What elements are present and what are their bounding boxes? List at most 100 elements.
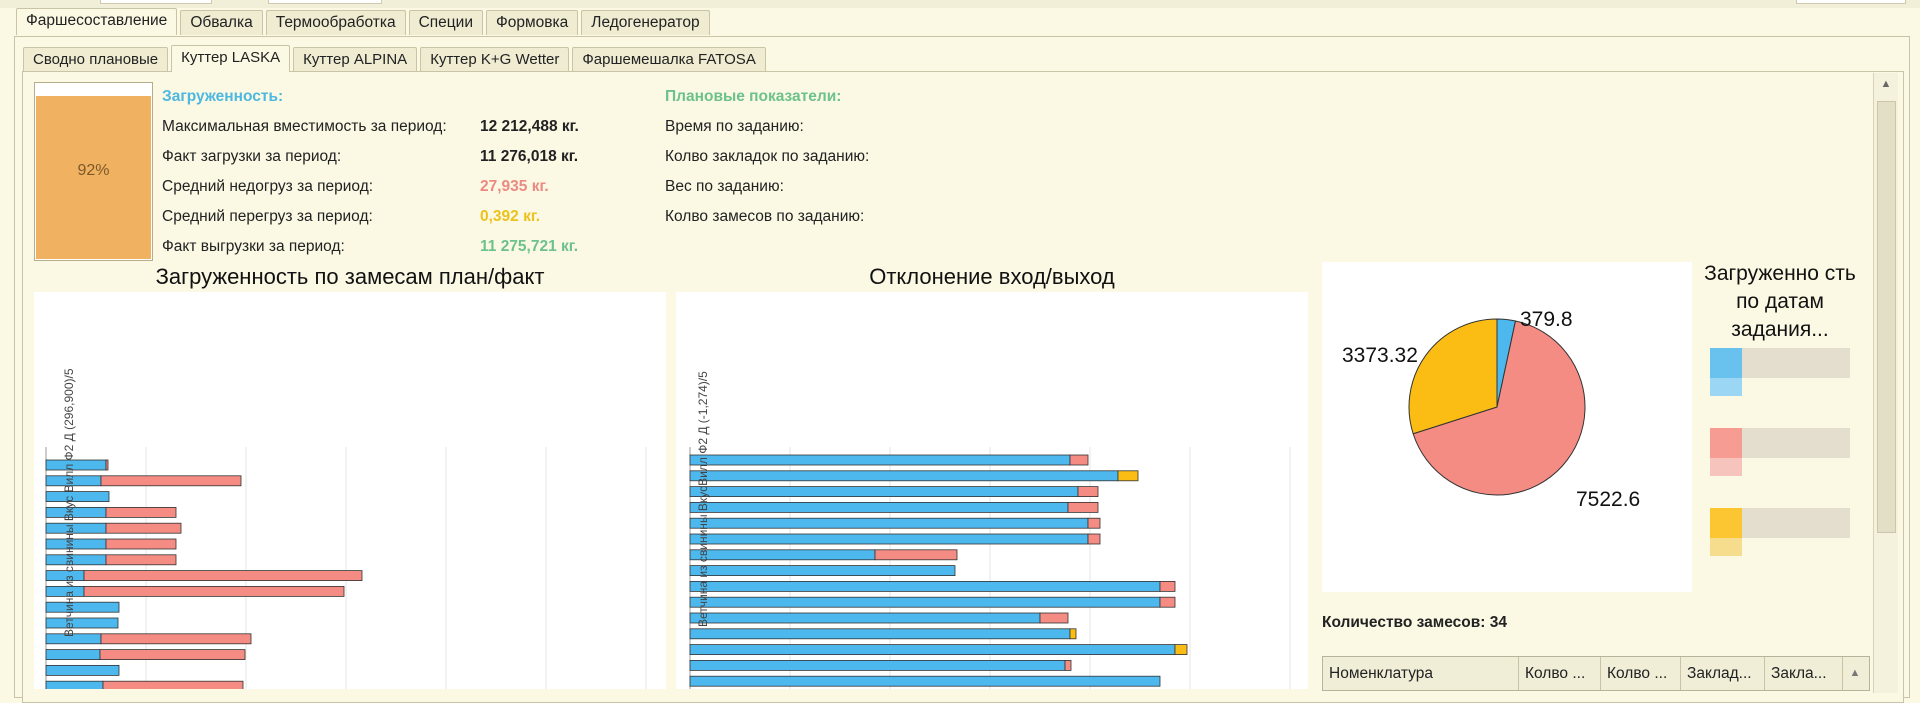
avg-underload-value: 27,935 кг. — [480, 178, 549, 195]
load-gauge-fill — [36, 96, 151, 259]
bar-2-row-4 — [105, 506, 177, 518]
fact-unload-value: 11 275,721 кг. — [480, 238, 578, 255]
main-tabs: Фаршесоставление Обвалка Термообработка … — [16, 8, 710, 35]
bar-2-row-5 — [1087, 517, 1101, 529]
pie-label-blue: 379.8 — [1520, 308, 1573, 331]
plan-heading: Плановые показатели: — [665, 88, 842, 105]
bar-1-row-5 — [45, 522, 107, 534]
bar-2-row-1 — [105, 459, 109, 471]
max-capacity-label: Максимальная вместимость за период: — [162, 118, 447, 135]
bar-1-row-6 — [689, 533, 1089, 545]
toolbar-field[interactable] — [268, 0, 382, 4]
bar-1-row-15 — [45, 680, 104, 692]
bar-1-row-6 — [45, 538, 107, 550]
avg-overload-label: Средний перегруз за период: — [162, 208, 373, 225]
bar-2-row-12 — [100, 633, 252, 645]
top-toolbar-strip — [0, 0, 1920, 8]
bar-1-row-4 — [689, 501, 1069, 513]
tab-kutter-alpina[interactable]: Куттер ALPINA — [293, 47, 418, 71]
tab-farshesostavlenie[interactable]: Фаршесоставление — [16, 8, 178, 35]
bar-2-row-15 — [102, 680, 244, 692]
plan-tabs-count-label: Колво закладок по заданию: — [665, 148, 870, 165]
bar-2-row-5 — [105, 522, 182, 534]
chart1-ylabel: Ветчина из свинины Вкус Вилл Ф2 Д (296,9… — [62, 368, 76, 638]
bar-1-row-10 — [45, 601, 120, 613]
bar-2-row-6 — [1087, 533, 1101, 545]
blurred-legend-yellow — [1710, 508, 1850, 558]
tab-farshemeshalka-fatosa[interactable]: Фаршемешалка FATOSA — [572, 47, 766, 71]
bar-1-row-11 — [45, 617, 119, 629]
pie-svg — [1408, 318, 1586, 496]
bar-1-row-1 — [45, 459, 107, 471]
tab-obvalka[interactable]: Обвалка — [180, 10, 263, 35]
bar-3-row-2 — [1117, 470, 1139, 482]
sub-tabs: Сводно плановые Куттер LASKA Куттер ALPI… — [23, 45, 766, 72]
scroll-up-icon[interactable]: ▲ — [1880, 78, 1892, 90]
bar-1-row-5 — [689, 517, 1089, 529]
bar-1-row-14 — [45, 664, 120, 676]
table-scroll-up-icon[interactable]: ▲ — [1849, 667, 1861, 679]
nomenclature-table-header: Номенклатура Колво ... Колво ... Заклад.… — [1322, 656, 1870, 691]
col-kolvo-2[interactable]: Колво ... — [1601, 657, 1681, 690]
chart2-title: Отклонение вход/выход — [869, 264, 1115, 289]
bar-2-row-2 — [100, 475, 242, 487]
bar-2-row-3 — [1077, 486, 1099, 498]
tab-kutter-kg-wetter[interactable]: Куттер K+G Wetter — [420, 47, 570, 71]
tab-svodno-planovye[interactable]: Сводно плановые — [23, 47, 169, 71]
col-kolvo-1[interactable]: Колво ... — [1519, 657, 1601, 690]
bar-1-row-13 — [45, 649, 101, 661]
plan-time-label: Время по заданию: — [665, 118, 804, 135]
bar-1-row-15 — [689, 675, 1161, 687]
bar-2-row-10 — [1159, 596, 1176, 608]
avg-overload-value: 0,392 кг. — [480, 208, 541, 225]
bar-1-row-9 — [689, 580, 1161, 592]
dates-chart-title: Загруженно сть по датам задания... — [1704, 262, 1856, 341]
load-gauge: 92% — [34, 82, 153, 261]
scroll-thumb[interactable] — [1877, 101, 1896, 533]
col-zaklad-1[interactable]: Заклад... — [1681, 657, 1765, 690]
bar-2-row-8 — [83, 570, 363, 582]
plan-weight-label: Вес по заданию: — [665, 178, 784, 195]
chart1-area: Ветчина из свинины Вкус Вилл Ф2 Д (296,9… — [34, 292, 666, 692]
bar-2-row-13 — [99, 649, 246, 661]
col-nomenklatura[interactable]: Номенклатура — [1323, 657, 1519, 690]
load-gauge-label: 92% — [77, 162, 110, 179]
bar-1-row-13 — [689, 644, 1176, 656]
tab-termoobrabotka[interactable]: Термообработка — [265, 10, 406, 35]
tab-kutter-laska[interactable]: Куттер LASKA — [171, 45, 291, 72]
pie-label-red: 7522.6 — [1576, 488, 1641, 511]
tab-ledogenerator[interactable]: Ледогенератор — [581, 10, 710, 35]
bar-1-row-3 — [689, 486, 1079, 498]
bar-3-row-13 — [1174, 644, 1188, 656]
tab-specii[interactable]: Специи — [408, 10, 483, 35]
fact-unload-label: Факт выгрузки за период: — [162, 238, 345, 255]
max-capacity-value: 12 212,488 кг. — [480, 118, 579, 135]
pie-chart-area: 379.8 7522.6 3373.32 — [1322, 262, 1692, 592]
load-heading: Загруженность: — [162, 88, 284, 105]
bar-2-row-9 — [83, 585, 345, 597]
tab-formovka[interactable]: Формовка — [485, 10, 579, 35]
bar-2-row-1 — [1069, 454, 1089, 466]
bar-1-row-12 — [689, 628, 1071, 640]
chart2-svg — [689, 447, 1291, 689]
blurred-legend-blue — [1710, 348, 1850, 398]
col-zaklad-2[interactable]: Закла... — [1765, 657, 1843, 690]
chart1-svg — [45, 447, 647, 692]
bar-1-row-4 — [45, 506, 107, 518]
bar-1-row-14 — [689, 659, 1066, 671]
chart2-area: Ветчина из свинины ВкусВилл Ф2 Д (-1,274… — [676, 292, 1308, 689]
blurred-legend-red — [1710, 428, 1850, 478]
toolbar-field[interactable] — [100, 0, 212, 4]
fact-load-value: 11 276,018 кг. — [480, 148, 578, 165]
toolbar-field[interactable] — [1796, 0, 1906, 4]
bar-2-row-4 — [1067, 501, 1099, 513]
pie-slice-3 — [1408, 318, 1498, 435]
bar-1-row-7 — [45, 554, 107, 566]
chart2-ylabel: Ветчина из свинины ВкусВилл Ф2 Д (-1,274… — [696, 371, 710, 627]
bar-2-row-7 — [874, 549, 958, 561]
vertical-scrollbar[interactable]: ▲ — [1873, 73, 1898, 693]
bar-3-row-12 — [1069, 628, 1077, 640]
chart1-title: Загруженность по замесам план/факт — [155, 264, 545, 289]
pie-label-yellow: 3373.32 — [1342, 344, 1418, 367]
bar-2-row-7 — [105, 554, 177, 566]
